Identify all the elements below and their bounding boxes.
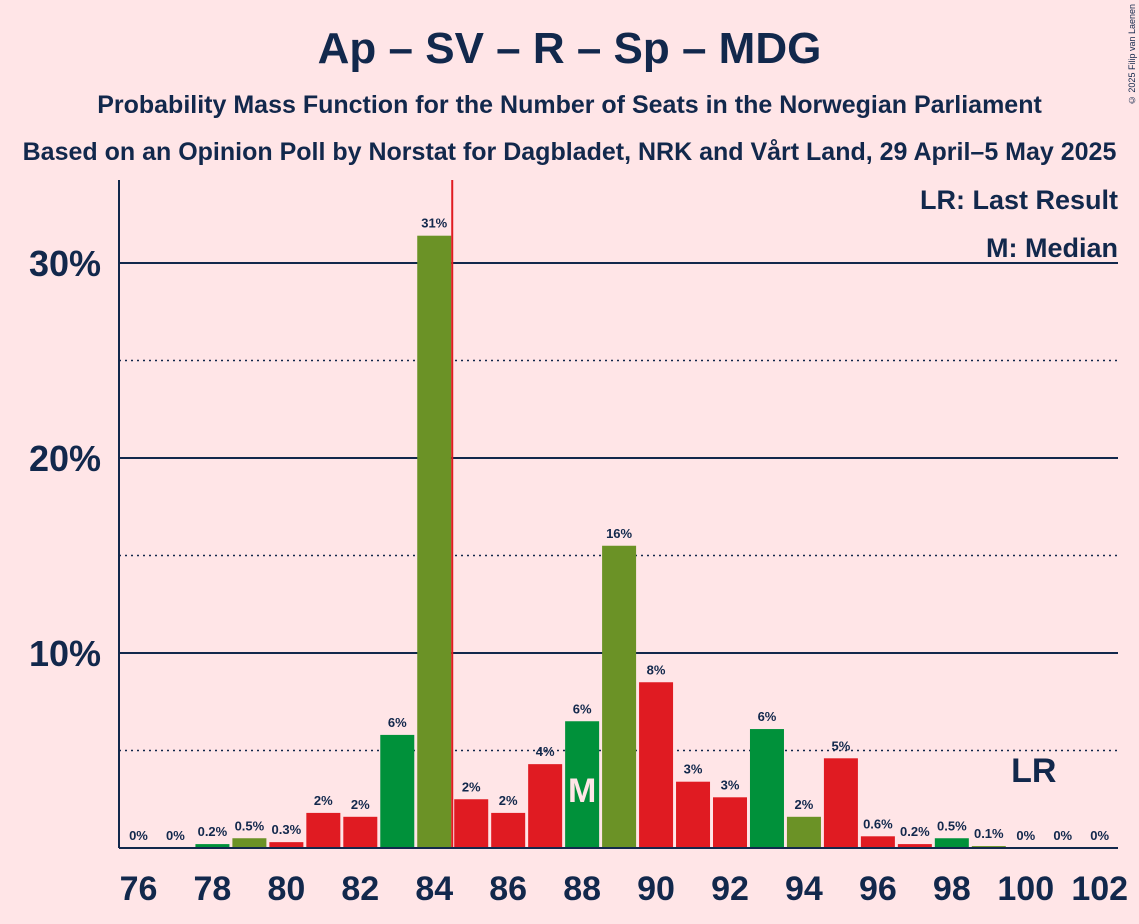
x-tick-label: 92 [711, 870, 749, 908]
x-tick-label: 94 [785, 870, 823, 908]
bar-value-label: 2% [795, 797, 814, 812]
bar [713, 797, 748, 848]
bar-value-label: 0.1% [974, 826, 1004, 841]
bar-value-label: 2% [351, 797, 370, 812]
x-tick-label: 80 [267, 870, 305, 908]
bar-value-label: 0.5% [235, 818, 265, 833]
bar [860, 836, 895, 848]
bar-value-label: 0% [1053, 828, 1072, 843]
x-tick-label: 84 [415, 870, 453, 908]
bar [676, 781, 711, 848]
y-tick-label: 10% [29, 633, 101, 674]
bar-value-label: 0.6% [863, 816, 893, 831]
x-tick-label: 76 [120, 870, 158, 908]
x-tick-label: 98 [933, 870, 971, 908]
x-tick-label: 88 [563, 870, 601, 908]
bar-value-label: 3% [684, 762, 703, 777]
bar [417, 235, 452, 848]
bar [565, 721, 600, 848]
bar [528, 764, 563, 848]
x-tick-label: 78 [194, 870, 232, 908]
bar-value-label: 31% [421, 216, 447, 231]
bar-value-label: 4% [536, 744, 555, 759]
bar-value-label: 2% [499, 793, 518, 808]
bar-value-label: 0% [166, 828, 185, 843]
bar [232, 838, 267, 848]
bar-value-label: 0% [1016, 828, 1035, 843]
bar [934, 838, 969, 848]
bar-value-label: 0.5% [937, 818, 967, 833]
bar-value-label: 6% [388, 715, 407, 730]
x-tick-label: 96 [859, 870, 897, 908]
bar-value-label: 8% [647, 662, 666, 677]
last-result-marker: LR [1011, 752, 1056, 790]
bar [454, 799, 489, 848]
bar-value-label: 2% [462, 779, 481, 794]
bar-value-label: 5% [832, 738, 851, 753]
bar-value-label: 0.3% [272, 822, 302, 837]
bar [786, 816, 821, 848]
chart-source: Based on an Opinion Poll by Norstat for … [22, 138, 1117, 166]
bar-value-label: 3% [721, 777, 740, 792]
bar-value-label: 0.2% [198, 824, 228, 839]
x-tick-label: 100 [997, 870, 1054, 908]
bar-value-label: 0% [1090, 828, 1109, 843]
bar [491, 812, 526, 848]
y-tick-label: 30% [29, 243, 101, 284]
legend-group: LR: Last Result M: Median [920, 185, 1118, 263]
bar-value-label: 2% [314, 793, 333, 808]
bar [195, 844, 230, 848]
x-tick-label: 102 [1071, 870, 1128, 908]
chart-subtitle: Probability Mass Function for the Number… [97, 91, 1042, 119]
x-tick-label: 90 [637, 870, 675, 908]
bar [897, 844, 932, 848]
y-tick-label: 20% [29, 438, 101, 479]
bar [639, 682, 674, 848]
axes-group: 10% 20% 30% 76 78 80 82 84 86 88 90 92 94 96 98 100 102 [29, 180, 1128, 908]
chart-title: Ap – SV – R – Sp – MDG [317, 24, 822, 73]
median-marker: M [568, 772, 596, 810]
bar-labels-group: 0% 0% 0.2% 0.5% 0.3% 2% 2% 6% 31% 2% 2% 4% 6% 16% 8% 3%… [129, 216, 1109, 843]
bar [269, 842, 304, 848]
bar [306, 812, 341, 848]
bar-value-label: 6% [758, 709, 777, 724]
bar-value-label: 0.2% [900, 824, 930, 839]
bars-group [195, 235, 1006, 848]
legend-last-result: LR: Last Result [920, 185, 1118, 215]
bar [380, 734, 415, 848]
bar [823, 758, 858, 848]
bar [749, 729, 784, 848]
x-tick-label: 86 [489, 870, 527, 908]
bar-value-label: 16% [606, 526, 632, 541]
bar-value-label: 0% [129, 828, 148, 843]
bar-value-label: 6% [573, 701, 592, 716]
x-tick-label: 82 [341, 870, 379, 908]
bar [602, 545, 637, 848]
bar [343, 816, 378, 848]
legend-median: M: Median [986, 233, 1118, 263]
